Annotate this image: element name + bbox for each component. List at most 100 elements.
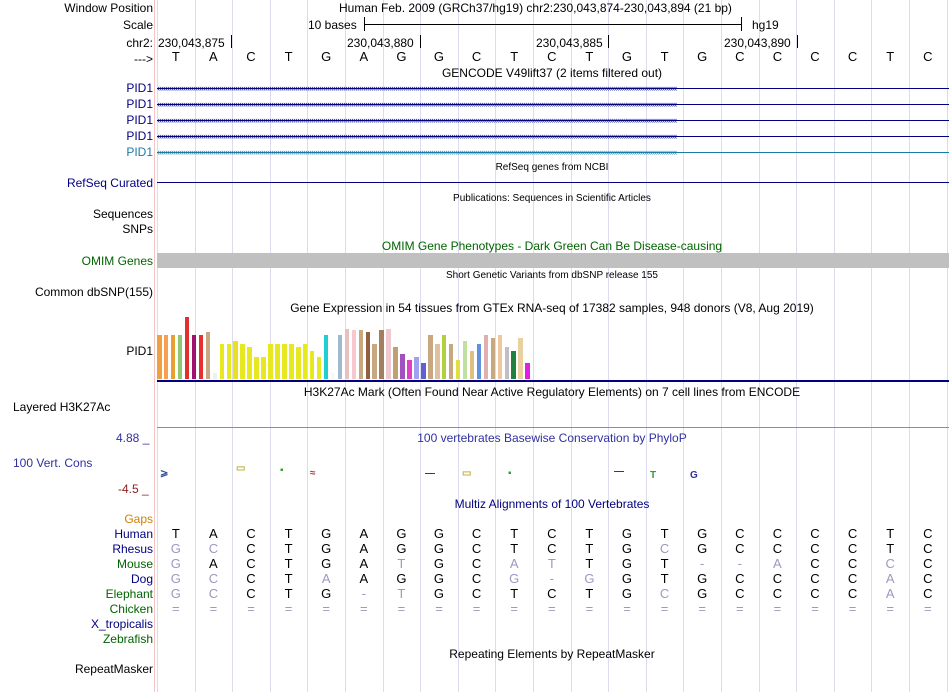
gencode-gene-strand-line[interactable]: ‹‹‹‹‹‹‹‹‹‹‹‹‹‹‹‹‹‹‹‹‹‹‹‹‹‹‹‹‹‹‹‹‹‹‹‹‹‹‹‹… xyxy=(157,83,949,93)
alignment-base: C xyxy=(923,526,933,541)
gtex-tissue-bar[interactable] xyxy=(483,335,489,379)
gtex-tissue-bar[interactable] xyxy=(170,335,176,379)
gtex-tissue-bar[interactable] xyxy=(386,329,391,379)
scale-text: 10 bases xyxy=(308,18,357,32)
sequences-track-label[interactable]: Sequences xyxy=(92,207,153,221)
gtex-tissue-bar[interactable] xyxy=(511,351,516,379)
gtex-tissue-bar[interactable] xyxy=(226,344,231,379)
refseq-track-label[interactable]: RefSeq Curated xyxy=(66,176,153,190)
gtex-tissue-bar[interactable] xyxy=(316,357,322,379)
gtex-tissue-bar[interactable] xyxy=(302,344,308,379)
gtex-tissue-bar[interactable] xyxy=(177,335,183,379)
species-label[interactable]: Dog xyxy=(130,572,153,586)
scale-bar-right-tick xyxy=(741,17,742,31)
gencode-item-label[interactable]: PID1 xyxy=(126,145,153,159)
gencode-gene-strand-line[interactable]: ‹‹‹‹‹‹‹‹‹‹‹‹‹‹‹‹‹‹‹‹‹‹‹‹‹‹‹‹‹‹‹‹‹‹‹‹‹‹‹‹… xyxy=(157,99,949,109)
gtex-tissue-bar[interactable] xyxy=(191,335,197,379)
snps-track-label[interactable]: SNPs xyxy=(122,222,153,236)
h3k27ac-track-label[interactable]: Layered H3K27Ac xyxy=(13,400,111,414)
omim-gene-bar[interactable] xyxy=(157,253,949,268)
species-label[interactable]: X_tropicalis xyxy=(90,617,153,631)
base-letter: G xyxy=(321,49,332,64)
scale-bar-left-tick xyxy=(364,17,365,31)
species-label[interactable]: Human xyxy=(114,527,153,541)
gtex-tissue-bar[interactable] xyxy=(219,344,225,379)
gtex-tissue-bar[interactable] xyxy=(163,335,169,379)
base-letter: C xyxy=(847,49,858,64)
gtex-tissue-bar[interactable] xyxy=(525,363,530,379)
gtex-tissue-bar[interactable] xyxy=(233,341,238,379)
gtex-tissue-bar[interactable] xyxy=(435,344,440,379)
gencode-item-label[interactable]: PID1 xyxy=(126,97,153,111)
gtex-tissue-bar[interactable] xyxy=(275,344,280,379)
gtex-tissue-bar[interactable] xyxy=(407,360,412,379)
gtex-tissue-bar[interactable] xyxy=(476,344,482,379)
gaps-label[interactable]: Gaps xyxy=(124,512,153,526)
phylop-track-label[interactable]: 100 Vert. Cons xyxy=(13,456,93,470)
gtex-tissue-bar[interactable] xyxy=(198,335,204,379)
gtex-tissue-bar[interactable] xyxy=(289,344,294,379)
gtex-tissue-bar[interactable] xyxy=(469,351,475,379)
gtex-tissue-bar[interactable] xyxy=(351,330,357,379)
gtex-tissue-bar[interactable] xyxy=(518,338,523,379)
gtex-tissue-bar[interactable] xyxy=(497,335,503,379)
gtex-tissue-bar[interactable] xyxy=(462,341,468,379)
gencode-gene-strand-line[interactable]: ‹‹‹‹‹‹‹‹‹‹‹‹‹‹‹‹‹‹‹‹‹‹‹‹‹‹‹‹‹‹‹‹‹‹‹‹‹‹‹‹… xyxy=(157,131,949,141)
gtex-tissue-bar[interactable] xyxy=(240,344,245,379)
gtex-tissue-bar[interactable] xyxy=(212,373,218,379)
gtex-tissue-bar[interactable] xyxy=(254,357,259,379)
repeatmasker-track-label[interactable]: RepeatMasker xyxy=(74,662,153,676)
gtex-tissue-bar[interactable] xyxy=(268,344,273,379)
gtex-tissue-bar[interactable] xyxy=(448,344,454,379)
gtex-tissue-bar[interactable] xyxy=(490,338,496,379)
gtex-tissue-bar[interactable] xyxy=(205,332,211,379)
gencode-item-label[interactable]: PID1 xyxy=(126,129,153,143)
gtex-tissue-bar[interactable] xyxy=(372,344,377,379)
gtex-tissue-bar[interactable] xyxy=(323,335,329,379)
gtex-tissue-bar[interactable] xyxy=(184,317,190,379)
gtex-tissue-bar[interactable] xyxy=(393,347,398,379)
gtex-bar-chart[interactable] xyxy=(157,316,537,379)
gtex-tissue-bar[interactable] xyxy=(337,335,343,379)
alignment-base: A xyxy=(359,526,369,541)
gtex-tissue-bar[interactable] xyxy=(455,360,461,379)
gtex-tissue-bar[interactable] xyxy=(379,330,384,379)
alignment-base: C xyxy=(735,571,745,586)
gtex-tissue-bar[interactable] xyxy=(330,373,336,379)
omim-track-label[interactable]: OMIM Genes xyxy=(81,254,153,268)
gtex-tissue-bar[interactable] xyxy=(414,357,419,379)
gtex-tissue-bar[interactable] xyxy=(282,344,287,379)
gtex-tissue-bar[interactable] xyxy=(421,363,426,379)
gtex-tissue-bar[interactable] xyxy=(344,329,350,379)
gencode-gene-strand-line[interactable]: ‹‹‹‹‹‹‹‹‹‹‹‹‹‹‹‹‹‹‹‹‹‹‹‹‹‹‹‹‹‹‹‹‹‹‹‹‹‹‹‹… xyxy=(157,147,949,157)
gtex-tissue-bar[interactable] xyxy=(504,347,509,379)
gtex-tissue-bar[interactable] xyxy=(400,354,405,379)
gtex-tissue-bar[interactable] xyxy=(157,335,162,379)
gtex-tissue-bar[interactable] xyxy=(247,347,252,379)
gtex-tissue-bar[interactable] xyxy=(261,357,266,379)
species-label[interactable]: Elephant xyxy=(105,587,153,601)
species-label[interactable]: Mouse xyxy=(116,557,153,571)
alignment-base: G xyxy=(621,571,633,586)
gencode-gene-strand-line[interactable]: ‹‹‹‹‹‹‹‹‹‹‹‹‹‹‹‹‹‹‹‹‹‹‹‹‹‹‹‹‹‹‹‹‹‹‹‹‹‹‹‹… xyxy=(157,115,949,125)
gencode-item-label[interactable]: PID1 xyxy=(126,81,153,95)
species-label[interactable]: Zebrafish xyxy=(102,632,153,646)
base-letter: A xyxy=(209,49,218,64)
dbsnp-track-label[interactable]: Common dbSNP(155) xyxy=(34,285,153,299)
gtex-tissue-bar[interactable] xyxy=(296,347,301,379)
gtex-tissue-bar[interactable] xyxy=(428,335,433,379)
alignment-base: T xyxy=(886,541,895,556)
refseq-gene-line[interactable] xyxy=(157,182,949,183)
gencode-item-label[interactable]: PID1 xyxy=(126,113,153,127)
alignment-base: C xyxy=(885,556,895,571)
gtex-tissue-bar[interactable] xyxy=(358,330,364,379)
gtex-tissue-bar[interactable] xyxy=(365,332,370,379)
gtex-tissue-bar[interactable] xyxy=(309,351,315,379)
alignment-base: G xyxy=(433,526,445,541)
refseq-track-title: RefSeq genes from NCBI xyxy=(495,162,609,173)
species-label[interactable]: Chicken xyxy=(109,602,153,616)
gtex-track-label[interactable]: PID1 xyxy=(126,344,153,358)
species-label[interactable]: Rhesus xyxy=(112,542,153,556)
gtex-tissue-bar[interactable] xyxy=(441,335,447,379)
scale-assembly: hg19 xyxy=(752,18,779,32)
